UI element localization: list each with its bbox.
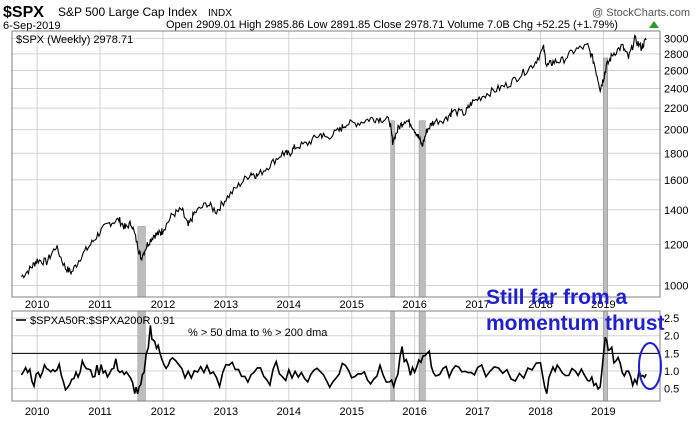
ratio-y-tick-label: 1.5: [664, 348, 679, 360]
price-x-tick-label: 2012: [151, 299, 175, 311]
price-x-tick-label: 2018: [528, 299, 552, 311]
ratio-series-label: $SPXA50R:$SPXA200R 0.91: [30, 315, 175, 327]
ratio-line: [20, 325, 647, 394]
price-y-tick-label: 1600: [664, 175, 688, 187]
price-y-tick-label: 2400: [664, 84, 688, 96]
price-y-tick-label: 2200: [664, 103, 688, 115]
ratio-y-tick-label: 0.5: [664, 384, 679, 396]
highlight-band: [137, 226, 146, 298]
ratio-x-tick-label: 2016: [402, 406, 426, 418]
chart-quote: Open 2909.01 High 2985.86 Low 2891.85 Cl…: [166, 19, 618, 31]
price-x-tick-label: 2014: [277, 299, 301, 311]
callout-line-1: Still far from a: [486, 286, 628, 309]
ratio-x-tick-label: 2017: [465, 406, 489, 418]
highlight-bands: [137, 57, 609, 298]
ratio-annotation: % > 50 dma to % > 200 dma: [188, 327, 328, 339]
ratio-x-tick-label: 2019: [591, 406, 615, 418]
ratio-y-tick-label: 2.5: [664, 313, 679, 325]
chart-exchange: INDX: [208, 8, 232, 19]
price-gridlines: [12, 31, 660, 297]
price-y-tick-label: 2000: [664, 125, 688, 137]
ratio-x-tick-label: 2018: [528, 406, 552, 418]
price-x-tick-label: 2013: [214, 299, 238, 311]
ratio-y-axis: 0.5 1.0 1.5 2.0 2.5: [664, 313, 679, 396]
price-x-tick-label: 2019: [591, 299, 615, 311]
price-y-tick-label: 2800: [664, 49, 688, 61]
chart-symbol: $SPX: [3, 4, 44, 21]
ratio-x-tick-label: 2013: [214, 406, 238, 418]
highlight-band: [418, 120, 426, 298]
price-x-tick-label: 2016: [402, 299, 426, 311]
price-y-axis: 1000 1200 1400 1600 1800 2000 2200 2400 2600 2800…: [664, 33, 688, 292]
up-arrow-icon: [649, 21, 659, 28]
chart-source: @ StockCharts.com: [592, 7, 690, 19]
price-series-label: $SPX (Weekly) 2978.71: [16, 34, 133, 46]
price-x-tick-label: 2010: [25, 299, 49, 311]
ratio-x-tick-label: 2011: [88, 406, 112, 418]
price-panel: 1000 1200 1400 1600 1800 2000 2200 2400 2600 2800…: [11, 30, 688, 298]
price-x-axis: 2010 2011 2012 2013 2014 2015 2016 2017 2018 2019: [25, 299, 616, 311]
callout-ellipse: [638, 342, 662, 390]
price-y-tick-label: 2600: [664, 66, 688, 78]
ratio-x-tick-label: 2010: [25, 406, 49, 418]
callout-line-2: momentum thrust: [486, 312, 665, 335]
price-y-tick-label: 1400: [664, 205, 688, 217]
price-panel-frame: [11, 30, 661, 298]
highlight-band: [603, 57, 609, 298]
price-y-tick-label: 1000: [664, 280, 688, 292]
spx-price-line: [20, 34, 647, 279]
price-y-tick-label: 3000: [664, 33, 688, 45]
price-x-tick-label: 2015: [339, 299, 363, 311]
chart-date: 6-Sep-2019: [3, 20, 61, 32]
ratio-x-tick-label: 2014: [277, 406, 301, 418]
ratio-y-tick-label: 1.0: [664, 366, 679, 378]
ratio-x-tick-label: 2015: [339, 406, 363, 418]
ratio-x-tick-label: 2012: [151, 406, 175, 418]
price-y-tick-label: 1800: [664, 148, 688, 160]
chart-security-name: S&P 500 Large Cap Index: [58, 5, 197, 19]
highlight-band: [390, 120, 395, 298]
price-x-tick-label: 2011: [88, 299, 112, 311]
ratio-y-tick-label: 2.0: [664, 331, 679, 343]
price-y-tick-label: 1200: [664, 239, 688, 251]
ratio-x-axis: 2010 2011 2012 2013 2014 2015 2016 2017 2018 2019: [25, 406, 616, 418]
price-x-tick-label: 2017: [465, 299, 489, 311]
